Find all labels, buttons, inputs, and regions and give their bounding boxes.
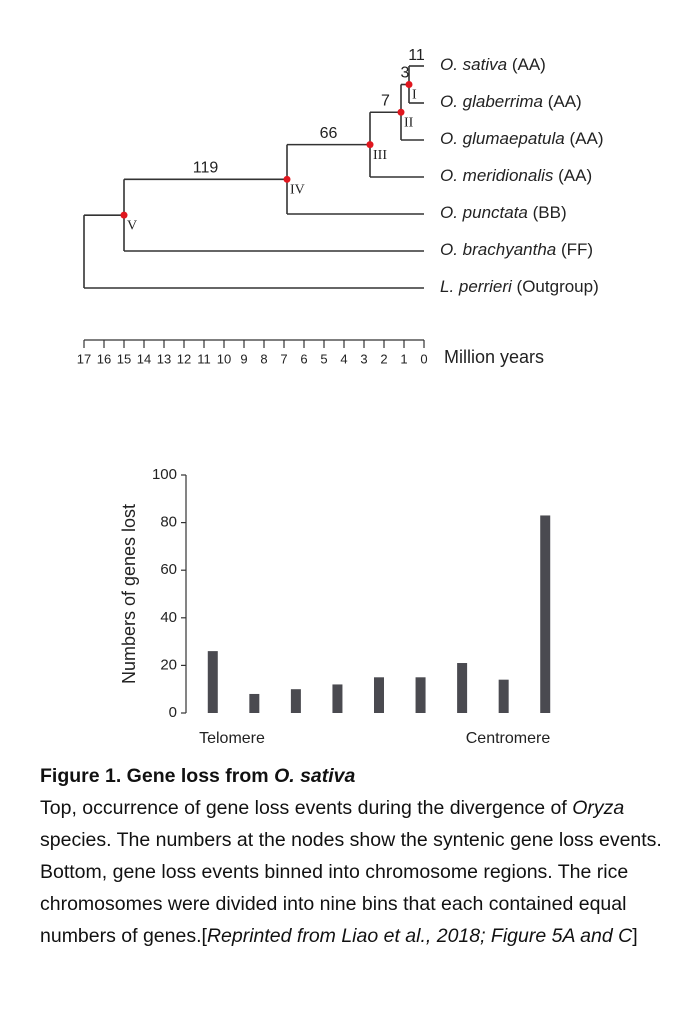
x-tick-label: 3 xyxy=(360,351,367,366)
genome-group: (AA) xyxy=(558,166,592,185)
x-tick-label: 16 xyxy=(97,351,111,366)
loss-count: 119 xyxy=(193,160,219,177)
node-label: I xyxy=(412,88,417,103)
genome-group: (Outgroup) xyxy=(517,277,599,296)
x-tick-label: 5 xyxy=(320,351,327,366)
x-tick-label: 7 xyxy=(280,351,287,366)
loss-count: 11 xyxy=(408,47,425,64)
x-tick-label: 11 xyxy=(197,351,211,366)
y-tick-label: 100 xyxy=(152,466,177,483)
x-tick-label: 13 xyxy=(157,351,171,366)
genome-group: (AA) xyxy=(512,55,546,74)
node-dot xyxy=(397,108,405,116)
x-end-label: Centromere xyxy=(466,730,551,747)
x-tick-label: 15 xyxy=(117,351,131,366)
x-tick-label: 6 xyxy=(300,351,307,366)
x-tick-label: 2 xyxy=(380,351,387,366)
bar xyxy=(540,515,551,713)
species-name: O. brachyantha xyxy=(440,240,556,259)
loss-count: 7 xyxy=(381,92,390,109)
bar xyxy=(374,677,384,713)
x-tick-label: 14 xyxy=(137,351,151,366)
leaf-label: O. meridionalis (AA) xyxy=(440,166,592,185)
loss-count: 66 xyxy=(320,125,338,142)
node-dot xyxy=(120,211,128,219)
bar xyxy=(290,689,301,713)
leaf-label: O. brachyantha (FF) xyxy=(440,240,593,259)
caption-title: Figure 1. Gene loss from O. sativa xyxy=(40,760,670,792)
caption-body: Top, occurrence of gene loss events duri… xyxy=(40,792,670,952)
leaf-label: O. glumaepatula (AA) xyxy=(440,129,603,148)
genome-group: (AA) xyxy=(548,92,582,111)
y-tick-label: 20 xyxy=(160,656,177,673)
node-label: III xyxy=(373,148,387,163)
loss-count: 3 xyxy=(401,65,410,82)
bar xyxy=(498,679,509,713)
caption-text: ] xyxy=(632,925,638,947)
species-name: O. glaberrima xyxy=(440,92,543,111)
species-name: O. meridionalis xyxy=(440,166,554,185)
caption-text: O. sativa xyxy=(274,765,356,787)
x-tick-label: 9 xyxy=(240,351,247,366)
x-tick-label: 8 xyxy=(260,351,267,366)
bar xyxy=(249,693,260,713)
genome-group: (AA) xyxy=(569,129,603,148)
node-label: IV xyxy=(290,183,305,198)
leaf-label: O. sativa (AA) xyxy=(440,55,546,74)
species-name: O. sativa xyxy=(440,55,507,74)
caption-text: Figure 1. Gene loss from xyxy=(40,765,275,787)
bar xyxy=(207,651,218,713)
node-dot xyxy=(405,81,413,88)
species-name: O. glumaepatula xyxy=(440,129,565,148)
node-dot xyxy=(283,175,291,183)
x-tick-label: 1 xyxy=(400,351,407,366)
node-dot xyxy=(366,141,374,149)
leaf-label: L. perrieri (Outgroup) xyxy=(440,277,599,296)
y-tick-label: 0 xyxy=(169,704,177,721)
node-label: V xyxy=(127,218,137,233)
x-tick-label: 12 xyxy=(177,351,191,366)
x-tick-label: 0 xyxy=(420,351,427,366)
y-tick-label: 80 xyxy=(160,514,177,531)
bar xyxy=(415,677,426,713)
bar xyxy=(332,684,343,713)
x-end-label: Telomere xyxy=(199,730,265,747)
species-name: O. punctata xyxy=(440,203,528,222)
bar xyxy=(457,663,468,713)
caption: Figure 1. Gene loss from O. sativa Top, … xyxy=(40,760,670,952)
axis-title: Million years xyxy=(444,347,544,367)
x-tick-label: 4 xyxy=(340,351,347,366)
caption-text: Oryza xyxy=(572,797,625,819)
species-name: L. perrieri xyxy=(440,277,513,296)
x-tick-label: 17 xyxy=(77,351,91,366)
y-tick-label: 60 xyxy=(160,561,177,578)
caption-text: species. The numbers at the nodes show t… xyxy=(40,829,662,947)
node-label: II xyxy=(404,115,414,130)
caption-text: Top, occurrence of gene loss events duri… xyxy=(40,797,573,819)
leaf-label: O. glaberrima (AA) xyxy=(440,92,582,111)
y-axis-title: Numbers of genes lost xyxy=(119,504,139,684)
genome-group: (FF) xyxy=(561,240,593,259)
y-tick-label: 40 xyxy=(160,609,177,626)
leaf-label: O. punctata (BB) xyxy=(440,203,567,222)
x-tick-label: 10 xyxy=(217,351,231,366)
figure: O. sativa (AA)11O. glaberrima (AA)O. glu… xyxy=(77,47,604,747)
genome-group: (BB) xyxy=(533,203,567,222)
caption-text: Reprinted from Liao et al., 2018; Figure… xyxy=(206,925,633,947)
